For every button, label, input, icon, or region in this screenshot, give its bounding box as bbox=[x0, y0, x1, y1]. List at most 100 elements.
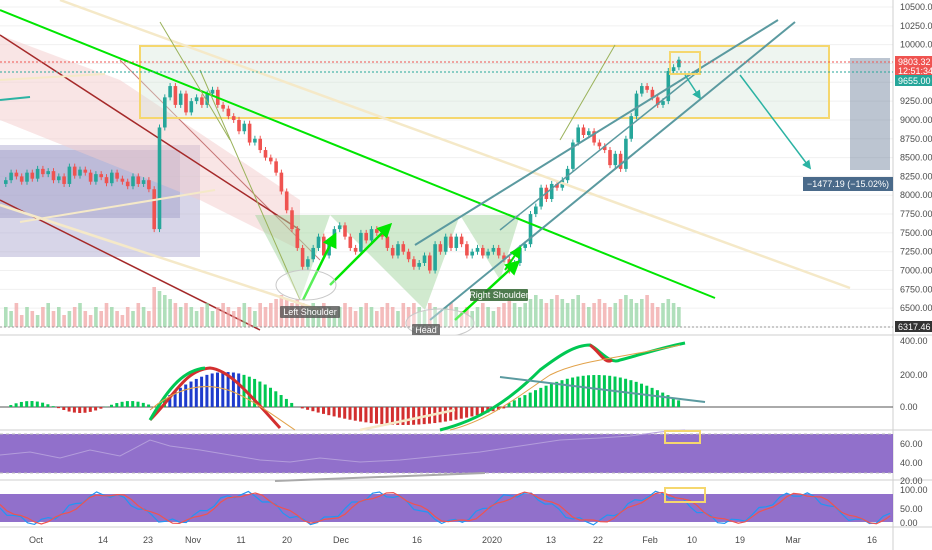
volume-bar bbox=[597, 299, 602, 327]
macd-histogram-bar bbox=[83, 407, 87, 413]
macd-histogram-bar bbox=[115, 403, 119, 407]
price-highlight-box[interactable] bbox=[669, 51, 701, 75]
candle bbox=[534, 206, 538, 215]
macd-histogram-bar bbox=[311, 407, 315, 412]
volume-bar bbox=[369, 307, 374, 327]
macd-histogram-bar bbox=[597, 375, 601, 407]
price-tick-label: 8000.00 bbox=[900, 190, 932, 200]
candle bbox=[337, 225, 342, 230]
macd-histogram-bar bbox=[67, 407, 71, 412]
wedge-upper-line[interactable] bbox=[414, 19, 779, 246]
volume-bar bbox=[518, 307, 522, 327]
macd-divergence-line[interactable] bbox=[499, 376, 706, 403]
macd-histogram-bar bbox=[263, 384, 267, 407]
rsi-pane[interactable] bbox=[0, 429, 893, 482]
olive-line-3 bbox=[559, 44, 616, 141]
candle bbox=[316, 236, 321, 248]
neckline-arrow[interactable] bbox=[329, 222, 393, 286]
resistance-box[interactable] bbox=[139, 45, 830, 119]
candle bbox=[390, 247, 395, 256]
indicator-tick-label: 200.00 bbox=[900, 370, 928, 380]
price-tick-label: 10500.00 bbox=[900, 2, 932, 12]
price-pane[interactable]: Left Shoulder Head Right Shoulder −1477.… bbox=[0, 0, 893, 337]
left-shoulder-arrow[interactable] bbox=[301, 232, 337, 301]
macd-line-green-late bbox=[439, 341, 686, 432]
rsi-highlight-box[interactable] bbox=[664, 430, 701, 444]
svg-text:Left Shoulder: Left Shoulder bbox=[283, 307, 337, 317]
macd-histogram-bar bbox=[205, 374, 209, 407]
volume-bar bbox=[523, 303, 527, 327]
volume-bar bbox=[88, 315, 93, 327]
left-shoulder-ellipse[interactable] bbox=[275, 269, 337, 301]
candle bbox=[581, 127, 586, 135]
consolidation-trendline[interactable] bbox=[19, 189, 216, 223]
macd-histogram-bar bbox=[46, 404, 50, 407]
volume-bar bbox=[507, 299, 512, 327]
candle bbox=[104, 177, 109, 184]
svg-text:9655.00: 9655.00 bbox=[898, 76, 931, 86]
lower-trendline[interactable] bbox=[0, 203, 321, 312]
indicator-tick-label: 60.00 bbox=[900, 439, 923, 449]
short-trendline[interactable] bbox=[0, 73, 106, 81]
indicator-tick-label: 20.00 bbox=[900, 476, 923, 486]
rsi-trendline[interactable] bbox=[274, 472, 486, 482]
descending-channel-top[interactable] bbox=[0, 34, 301, 231]
macd-histogram-bar bbox=[412, 407, 416, 425]
candle bbox=[189, 101, 194, 113]
macd-line-green bbox=[148, 366, 206, 421]
wedge-lower-line[interactable] bbox=[429, 21, 796, 321]
volume-bar bbox=[353, 311, 358, 327]
candle bbox=[412, 259, 416, 267]
time-tick-label: 14 bbox=[98, 535, 108, 545]
stoch-highlight-box[interactable] bbox=[664, 487, 706, 503]
stoch-pane[interactable] bbox=[0, 487, 893, 526]
candle bbox=[624, 138, 628, 169]
price-tick-label: 7500.00 bbox=[900, 228, 932, 238]
time-tick-label: 22 bbox=[593, 535, 603, 545]
volume-bar bbox=[19, 315, 24, 327]
candle bbox=[51, 171, 56, 181]
left-shoulder-triangle[interactable] bbox=[255, 215, 330, 300]
volume-bar bbox=[184, 303, 188, 327]
macd-histogram-bar bbox=[178, 387, 182, 407]
candle bbox=[613, 153, 618, 166]
measurement-range-box[interactable] bbox=[850, 58, 890, 170]
candle bbox=[184, 93, 188, 113]
indicator-tick-label: 50.00 bbox=[900, 504, 923, 514]
macd-histogram-bar bbox=[539, 387, 543, 407]
volume-bar bbox=[661, 303, 665, 327]
time-axis: Oct 14 23 Nov 11 20 Dec 16 2020 13 22 Feb 10 19 Mar 16 bbox=[29, 535, 877, 545]
volume-bar bbox=[136, 303, 141, 327]
macd-histogram-bar bbox=[337, 407, 341, 418]
price-tick-label: 7750.00 bbox=[900, 209, 932, 219]
projection-arrow-long[interactable] bbox=[739, 74, 812, 170]
teal-stub-line[interactable] bbox=[0, 96, 31, 101]
candle bbox=[565, 168, 570, 181]
price-tick-label: 7000.00 bbox=[900, 266, 932, 276]
macd-pane[interactable] bbox=[0, 341, 893, 432]
right-shoulder-arrow[interactable] bbox=[504, 246, 522, 271]
macd-histogram-bar bbox=[141, 402, 145, 407]
candlesticks[interactable] bbox=[4, 56, 681, 274]
volume-bar bbox=[104, 303, 109, 327]
projection-arrow-short[interactable] bbox=[684, 74, 701, 100]
candle bbox=[327, 244, 331, 256]
candle bbox=[592, 131, 596, 143]
macd-histogram-bar bbox=[544, 385, 548, 407]
volume-bar bbox=[115, 311, 119, 327]
macd-histogram-bar bbox=[30, 401, 34, 407]
volume-bar bbox=[253, 311, 257, 327]
macd-trendline[interactable] bbox=[359, 408, 456, 432]
volume-bar bbox=[375, 311, 379, 327]
wedge-inner-line[interactable] bbox=[499, 69, 701, 231]
macd-histogram-bar bbox=[62, 407, 66, 411]
green-trendline[interactable] bbox=[0, 9, 716, 299]
volume-bar bbox=[417, 307, 421, 327]
volume-bar bbox=[496, 307, 501, 327]
macd-histogram-bar bbox=[173, 391, 177, 407]
macd-histogram-bar bbox=[454, 407, 458, 420]
descending-trendline[interactable] bbox=[59, 0, 851, 290]
volume-bar bbox=[481, 303, 485, 327]
stoch-axis: 100.00 50.00 0.00 bbox=[900, 485, 928, 528]
